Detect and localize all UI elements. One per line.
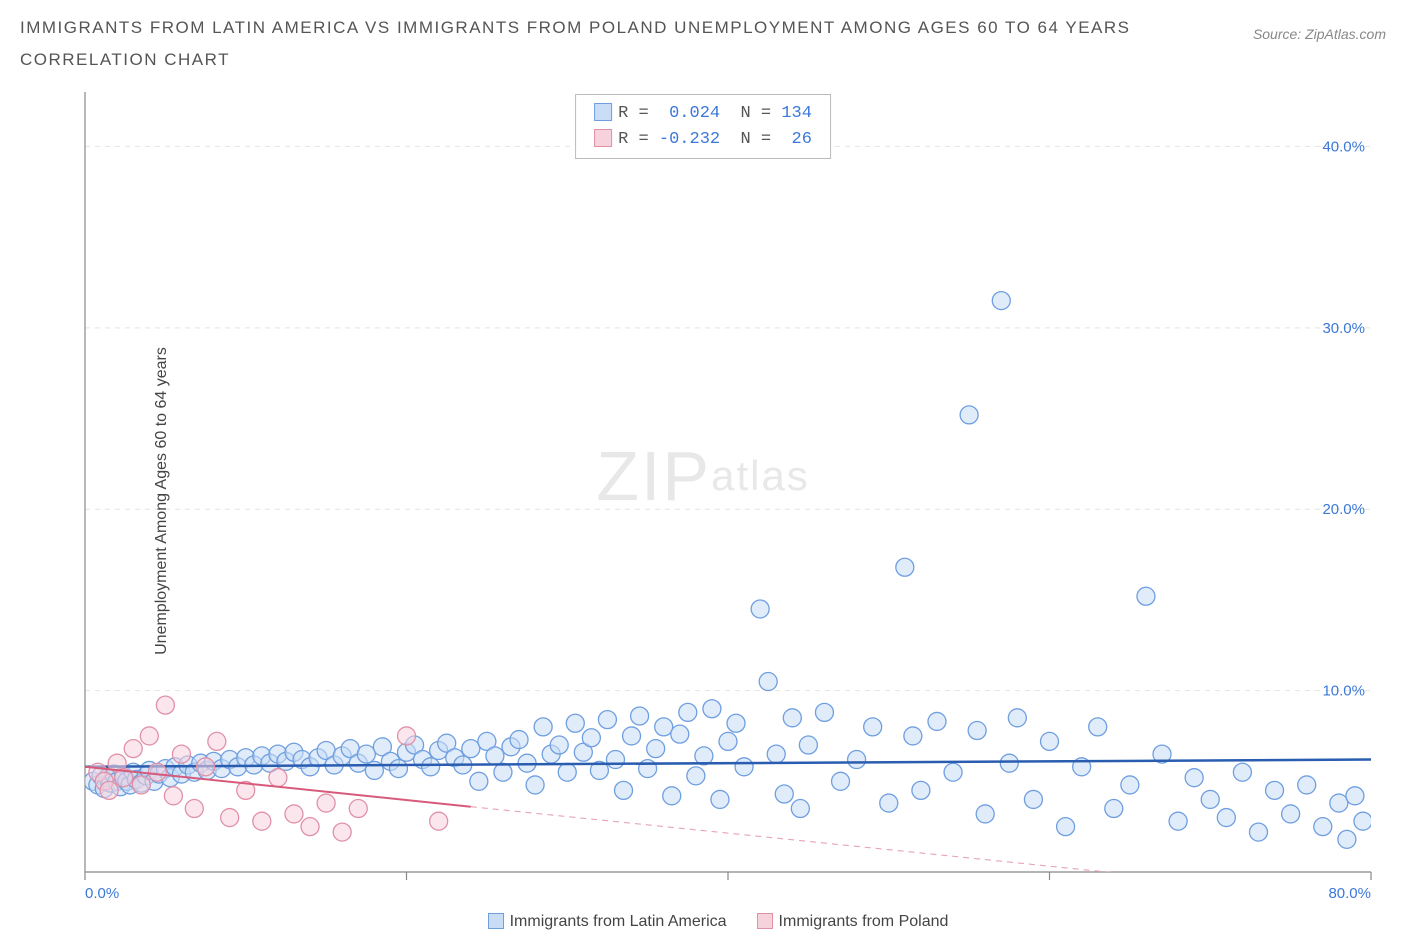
svg-text:0.0%: 0.0% (85, 885, 119, 902)
title-line-2: CORRELATION CHART (20, 50, 1131, 70)
legend-label: Immigrants from Poland (779, 913, 949, 930)
svg-text:10.0%: 10.0% (1322, 683, 1365, 700)
scatter-chart: 0.0% 80.0% 10.0% 20.0% 30.0% 40.0% (20, 92, 1386, 904)
chart-container: Unemployment Among Ages 60 to 64 years Z… (20, 92, 1386, 909)
svg-text:80.0%: 80.0% (1328, 885, 1371, 902)
legend-swatch (488, 913, 504, 929)
svg-text:20.0%: 20.0% (1322, 501, 1365, 518)
source-label: Source: ZipAtlas.com (1253, 26, 1386, 42)
legend-label: Immigrants from Latin America (510, 913, 727, 930)
header: IMMIGRANTS FROM LATIN AMERICA VS IMMIGRA… (20, 18, 1386, 82)
legend-swatch (594, 103, 612, 121)
title-block: IMMIGRANTS FROM LATIN AMERICA VS IMMIGRA… (20, 18, 1131, 82)
legend-swatch (757, 913, 773, 929)
correlation-row: R = 0.024 N = 134 (594, 101, 812, 127)
correlation-box: R = 0.024 N = 134R = -0.232 N = 26 (575, 94, 831, 159)
svg-text:30.0%: 30.0% (1322, 320, 1365, 337)
correlation-row: R = -0.232 N = 26 (594, 127, 812, 153)
svg-text:40.0%: 40.0% (1322, 138, 1365, 155)
legend-bottom: Immigrants from Latin America Immigrants … (20, 909, 1386, 931)
y-axis-label: Unemployment Among Ages 60 to 64 years (153, 347, 171, 655)
title-line-1: IMMIGRANTS FROM LATIN AMERICA VS IMMIGRA… (20, 18, 1131, 38)
legend-swatch (594, 129, 612, 147)
